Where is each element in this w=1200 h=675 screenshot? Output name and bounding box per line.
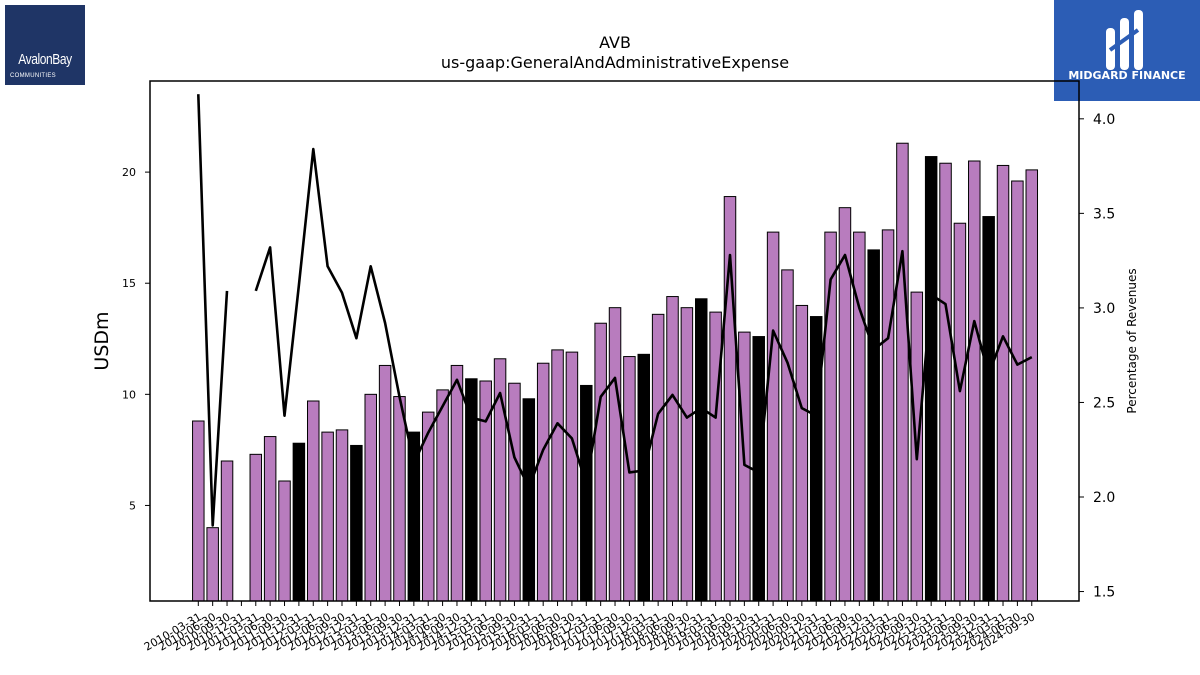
- y-axis-ticks: 5 10 15 20: [122, 166, 150, 512]
- bar: [766, 231, 780, 602]
- bar: [982, 216, 995, 602]
- bar: [508, 382, 521, 602]
- bar: [881, 229, 895, 602]
- y2-tick-label: 2.5: [1093, 395, 1115, 411]
- bar: [939, 162, 952, 602]
- y-tick-label: 20: [122, 166, 136, 179]
- bar: [450, 364, 464, 602]
- y2-tick-label: 4.0: [1093, 112, 1115, 128]
- bar: [709, 311, 722, 602]
- bar: [551, 349, 564, 602]
- y2-axis-ticks: 1.5 2.0 2.5 3.0 3.5 4.0: [1079, 112, 1115, 601]
- bar: [867, 249, 880, 602]
- bar: [608, 307, 622, 602]
- avalonbay-logo: AvalonBay COMMUNITIES: [5, 5, 85, 85]
- bar: [623, 356, 636, 602]
- bar: [924, 156, 938, 602]
- bar: [968, 160, 981, 602]
- bar-series: [192, 142, 1039, 602]
- bar: [278, 480, 291, 602]
- bar: [465, 378, 478, 602]
- midgard-finance-logo-text: MIDGARD FINANCE: [1068, 69, 1186, 82]
- bar: [393, 396, 406, 602]
- y-tick-label: 5: [129, 499, 136, 512]
- bar: [795, 304, 809, 602]
- y2-axis-label: Percentage of Revenues: [1125, 268, 1139, 413]
- bar: [364, 393, 377, 602]
- plot-frame: [149, 80, 1080, 602]
- chart-title: AVB: [599, 33, 631, 52]
- y2-tick-label: 2.0: [1093, 490, 1115, 506]
- bar: [1011, 180, 1024, 602]
- bar: [220, 460, 234, 602]
- avalonbay-logo-subtext: COMMUNITIES: [10, 73, 56, 79]
- avalonbay-logo-text: AvalonBay: [18, 51, 72, 68]
- bar: [1025, 169, 1039, 602]
- bar: [335, 429, 349, 602]
- bar: [565, 351, 579, 602]
- y2-tick-label: 3.0: [1093, 301, 1115, 317]
- bar: [809, 316, 823, 602]
- bar: [321, 431, 334, 602]
- bar: [436, 389, 449, 602]
- bar: [853, 231, 866, 602]
- bar: [996, 164, 1010, 602]
- bar: [249, 453, 263, 602]
- bar: [263, 436, 277, 602]
- bar: [781, 269, 794, 602]
- y-axis-label: USDm: [91, 311, 113, 370]
- y-tick-label: 15: [122, 277, 136, 290]
- bar: [206, 527, 219, 602]
- bar: [651, 313, 665, 602]
- percentage-line: [254, 147, 1033, 489]
- percentage-line: [197, 94, 229, 527]
- line-series: [197, 94, 1033, 527]
- bar: [695, 298, 708, 602]
- y2-tick-label: 3.5: [1093, 206, 1115, 222]
- y2-tick-label: 1.5: [1093, 585, 1115, 601]
- bar: [594, 322, 607, 602]
- bar: [192, 420, 205, 602]
- bar: [536, 362, 550, 602]
- chart-subtitle: us-gaap:GeneralAndAdministrativeExpense: [441, 53, 789, 72]
- bar: [307, 400, 320, 602]
- bar: [680, 307, 694, 602]
- bar: [896, 142, 909, 602]
- bar: [522, 398, 536, 602]
- bar: [637, 353, 651, 602]
- bar: [378, 364, 392, 602]
- bar: [666, 296, 679, 602]
- y-tick-label: 10: [122, 388, 136, 401]
- bar: [580, 384, 593, 602]
- midgard-emblem-icon: [1106, 10, 1143, 70]
- bar: [350, 444, 363, 602]
- bar: [953, 222, 967, 602]
- bar: [292, 442, 306, 602]
- x-axis-ticks: 2010-03-312010-06-302010-09-302010-12-31…: [142, 601, 1037, 654]
